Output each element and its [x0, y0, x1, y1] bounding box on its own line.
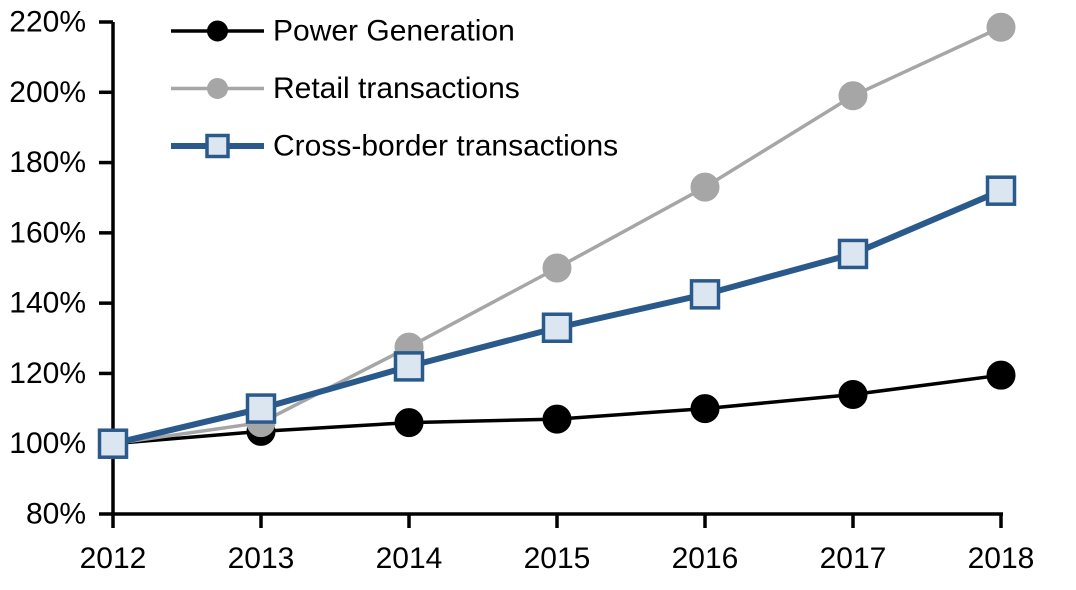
legend-label: Cross-border transactions [273, 130, 618, 163]
y-axis-label: 220% [9, 6, 86, 39]
data-point-cross-border-transactions-2016 [689, 279, 721, 310]
x-axis-label: 2012 [80, 542, 147, 575]
data-point-retail-transactions-2015 [542, 253, 572, 283]
data-point-power-generation-2015 [542, 404, 572, 434]
legend: Power Generation Retail transactions Cross… [171, 15, 618, 163]
legend-marker-circle-icon [207, 78, 228, 99]
data-point-cross-border-transactions-2013 [245, 393, 277, 424]
y-axis-label: 120% [9, 357, 86, 390]
data-point-cross-border-transactions-2018 [985, 175, 1017, 206]
legend-item-cross-border-transactions: Cross-border transactions [171, 130, 618, 163]
x-axis-label: 2013 [228, 542, 295, 575]
y-axis-label: 200% [9, 76, 86, 109]
legend-item-retail-transactions: Retail transactions [171, 72, 520, 105]
series-lines [97, 12, 1017, 459]
legend-label: Power Generation [273, 15, 515, 48]
y-axis-label: 80% [26, 498, 86, 531]
y-axis-label: 160% [9, 216, 86, 249]
data-point-retail-transactions-2018 [986, 12, 1016, 42]
data-point-cross-border-transactions-2015 [541, 312, 573, 343]
x-axis-label: 2016 [672, 542, 739, 575]
x-axis-label: 2014 [376, 542, 443, 575]
data-point-power-generation-2017 [838, 380, 868, 410]
data-point-cross-border-transactions-2012 [97, 428, 129, 459]
data-point-retail-transactions-2016 [690, 172, 720, 202]
y-axis-label: 100% [9, 427, 86, 460]
data-point-power-generation-2014 [394, 408, 424, 438]
x-axis-label: 2018 [968, 542, 1035, 575]
y-axis-label: 140% [9, 287, 86, 320]
data-point-retail-transactions-2017 [838, 81, 868, 111]
x-axis-label: 2017 [820, 542, 887, 575]
axes: 80% 100% 120% 140% 160% 180% 200% 220% 2012 2013 2… [9, 6, 1034, 576]
data-point-cross-border-transactions-2017 [837, 238, 869, 270]
legend-marker-square-icon [205, 133, 230, 159]
legend-item-power-generation: Power Generation [171, 15, 515, 48]
data-point-cross-border-transactions-2014 [393, 351, 425, 382]
data-point-power-generation-2018 [986, 360, 1016, 390]
x-axis-label: 2015 [524, 542, 591, 575]
legend-label: Retail transactions [273, 72, 520, 105]
legend-marker-circle-icon [207, 20, 228, 42]
y-axis-label: 180% [9, 146, 86, 179]
data-point-power-generation-2016 [690, 394, 720, 424]
